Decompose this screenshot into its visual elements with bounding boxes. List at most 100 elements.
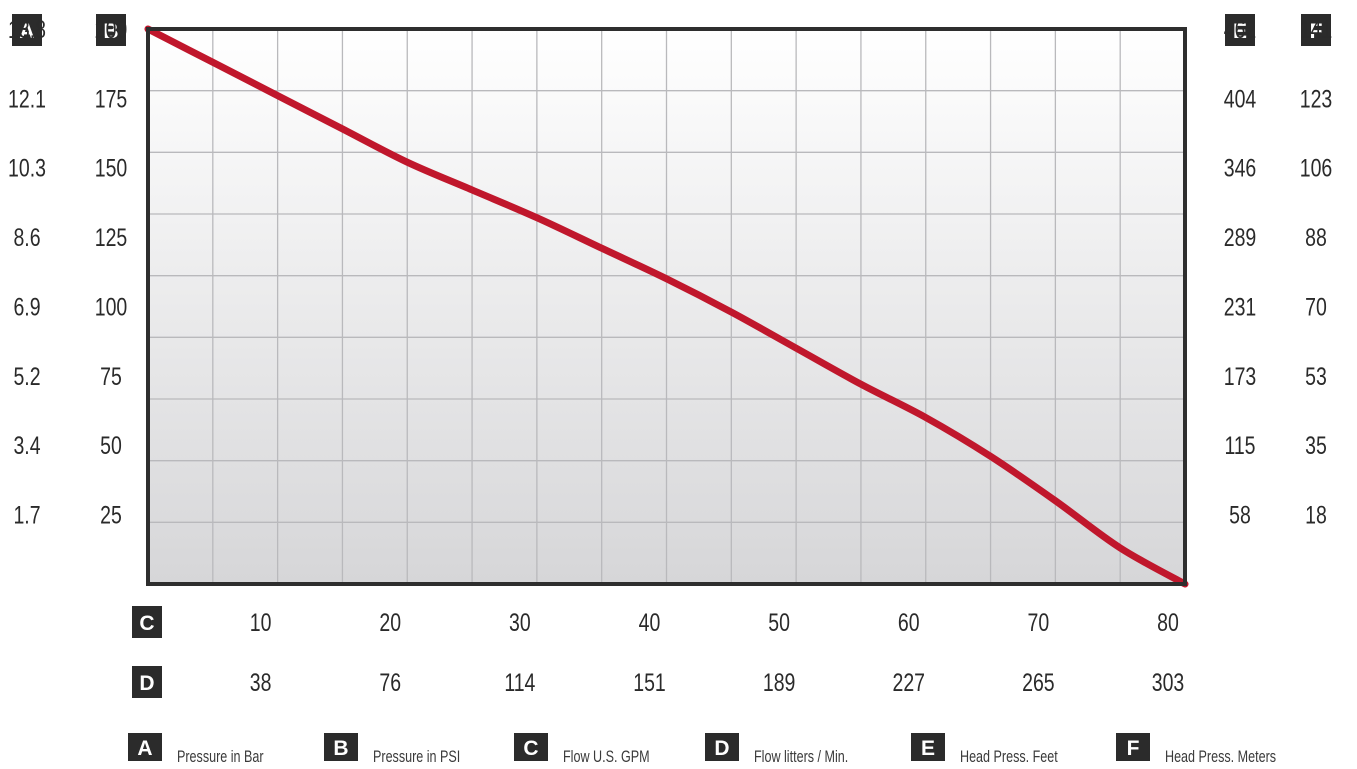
- grid-lines: [148, 29, 1185, 584]
- axis-c-tick: 10: [250, 609, 272, 637]
- axis-e-tick: 115: [1224, 432, 1255, 460]
- axis-e-tick: 462: [1224, 16, 1257, 44]
- axis-f-badge-box: [1301, 14, 1331, 46]
- axis-f-tick: 18: [1305, 501, 1327, 529]
- legend-badge-letter: C: [523, 737, 538, 760]
- axis-e-tick: 346: [1224, 154, 1257, 182]
- axis-c-badge: C: [132, 606, 162, 638]
- pump-curve-line: [144, 25, 1189, 588]
- axis-b-badge-letter: B: [103, 20, 118, 43]
- axis-b-badge: B: [96, 14, 126, 46]
- axis-c-tick: 40: [639, 609, 661, 637]
- axis-a-tick: 1.7: [13, 501, 40, 529]
- legend-item: F Head Press. Meters: [1116, 733, 1276, 767]
- axis-d-tick: 303: [1152, 669, 1185, 697]
- axis-a-tick: 6.9: [13, 293, 40, 321]
- axis-e-badge-letter: E: [1233, 20, 1247, 43]
- legend-badge: F: [1116, 733, 1150, 761]
- legend-label: Flow U.S. GPM: [563, 747, 650, 766]
- axis-a-badge-box: [12, 14, 42, 46]
- axis-d-tick: 114: [504, 669, 535, 697]
- axis-b-tick: 25: [100, 501, 122, 529]
- legend-badge: A: [128, 733, 162, 761]
- axis-d-badge-letter: D: [139, 672, 154, 695]
- legend-badge-letter: F: [1127, 737, 1140, 760]
- legend-badge-box: [324, 733, 358, 761]
- legend-badge-letter: A: [137, 737, 152, 760]
- axis-e-tick: 404: [1224, 85, 1257, 113]
- axis-b-tick: 200: [95, 16, 128, 44]
- axis-d-badge-box: [132, 666, 162, 698]
- axis-a-badge: A: [12, 14, 42, 46]
- axis-e-badge-box: [1225, 14, 1255, 46]
- legend-label: Pressure in Bar: [177, 747, 264, 766]
- legend-badge-box: [1116, 733, 1150, 761]
- axis-d-badge: D: [132, 666, 162, 698]
- legend: A Pressure in Bar B Pressure in PSI C Flow U.…: [128, 733, 1276, 767]
- axis-f-badge: F: [1301, 14, 1331, 46]
- axis-b-tick: 100: [95, 293, 128, 321]
- axis-a-badge-letter: A: [19, 20, 34, 43]
- legend-badge: D: [705, 733, 739, 761]
- legend-badge: C: [514, 733, 548, 761]
- axis-a-tick: 12.1: [8, 85, 46, 113]
- axis-d-tick: 265: [1022, 669, 1055, 697]
- axis-a-tick: 3.4: [13, 432, 40, 460]
- axis-f-tick: 106: [1300, 154, 1333, 182]
- axis-e-badge: E: [1225, 14, 1255, 46]
- axis-b-tick: 175: [95, 85, 128, 113]
- axis-c-tick: 70: [1028, 609, 1050, 637]
- axis-f-tick: 88: [1305, 224, 1327, 252]
- axis-a-tick: 13.8: [8, 16, 46, 44]
- plot-frame: [146, 27, 1187, 586]
- axis-e-tick: 173: [1224, 363, 1257, 391]
- axis-f-tick: 141: [1300, 16, 1333, 44]
- axis-c-tick: 50: [768, 609, 790, 637]
- axis-c-tick: 30: [509, 609, 531, 637]
- axis-d-tick: 38: [250, 669, 272, 697]
- legend-badge-box: [514, 733, 548, 761]
- axis-f-tick: 70: [1305, 293, 1327, 321]
- legend-badge: E: [911, 733, 945, 761]
- axis-c-tick: 60: [898, 609, 920, 637]
- axis-d-tick: 189: [763, 669, 796, 697]
- axis-e-tick: 231: [1224, 293, 1257, 321]
- axis-c-badge-letter: C: [139, 612, 154, 635]
- legend-label: Head Press. Feet: [960, 747, 1058, 766]
- axis-b-tick: 50: [100, 432, 122, 460]
- legend-badge-letter: E: [921, 737, 935, 760]
- legend-badge: B: [324, 733, 358, 761]
- axis-f-tick: 123: [1300, 85, 1333, 113]
- legend-item: A Pressure in Bar: [128, 733, 264, 767]
- axis-b-badge-box: [96, 14, 126, 46]
- axis-b-tick: 125: [95, 224, 128, 252]
- axis-a-tick: 8.6: [13, 224, 40, 252]
- series-layer: [144, 25, 1189, 588]
- legend-badge-letter: D: [714, 737, 729, 760]
- axis-c-badge-box: [132, 606, 162, 638]
- axis-a-tick: 10.3: [8, 154, 46, 182]
- axis-d-tick: 227: [892, 669, 925, 697]
- legend-label: Head Press. Meters: [1165, 747, 1276, 766]
- axis-c-tick: 20: [379, 609, 401, 637]
- legend-badge-letter: B: [333, 737, 348, 760]
- axis-d-tick: 151: [633, 669, 666, 697]
- axis-e-tick: 289: [1224, 224, 1257, 252]
- legend-badge-box: [128, 733, 162, 761]
- legend-badge-box: [911, 733, 945, 761]
- axis-d-tick: 76: [379, 669, 401, 697]
- legend-label: Pressure in PSI: [373, 747, 460, 766]
- axis-b-tick: 150: [95, 154, 128, 182]
- axis-c-tick: 80: [1157, 609, 1179, 637]
- legend-item: E Head Press. Feet: [911, 733, 1058, 767]
- axis-f-badge-letter: F: [1310, 20, 1323, 43]
- legend-label: Flow litters / Min.: [754, 747, 848, 766]
- axis-f-tick: 35: [1305, 432, 1327, 460]
- legend-badge-box: [705, 733, 739, 761]
- axis-e-tick: 58: [1229, 501, 1251, 529]
- axis-f-tick: 53: [1305, 363, 1327, 391]
- legend-item: D Flow litters / Min.: [705, 733, 848, 767]
- axis-b-tick: 75: [100, 363, 122, 391]
